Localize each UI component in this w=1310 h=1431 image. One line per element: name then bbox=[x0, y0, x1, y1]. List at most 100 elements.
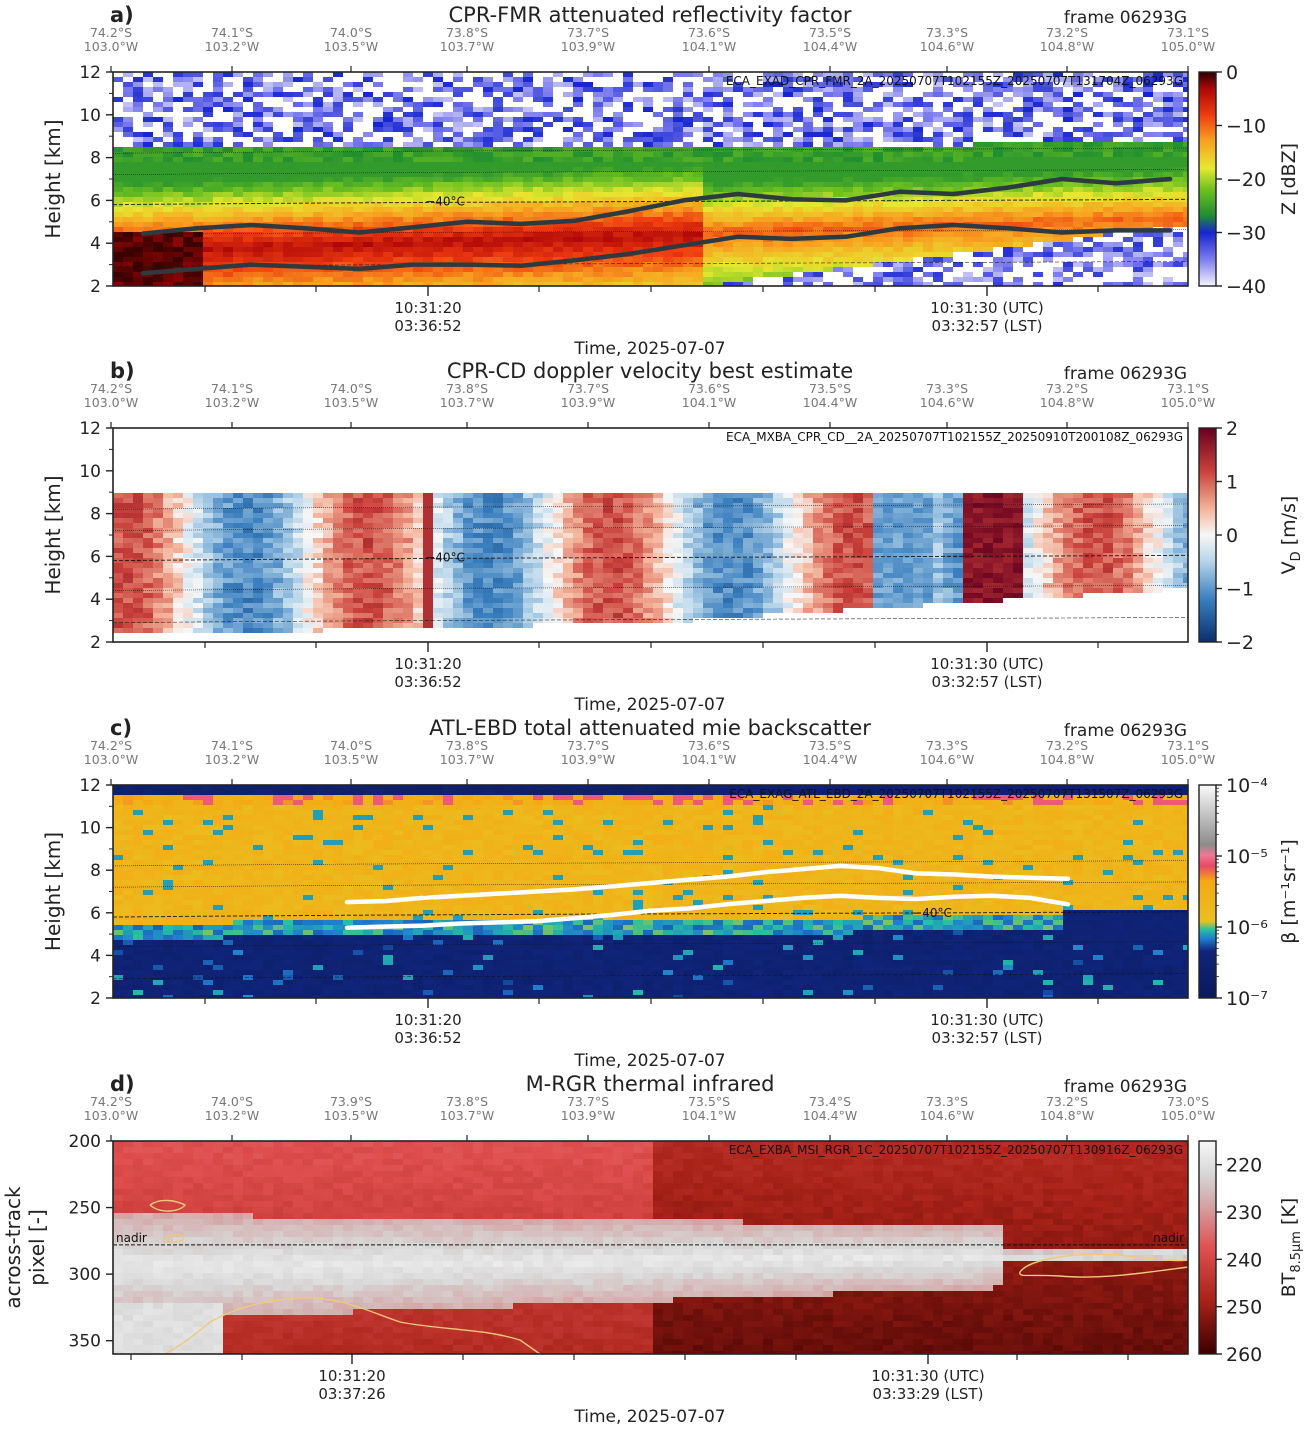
colorbar-tick-label: −1 bbox=[1226, 579, 1254, 601]
geo-tick-lon: 103.2°W bbox=[205, 1108, 259, 1123]
geo-tick-lat: 74.2°S bbox=[90, 25, 132, 40]
panel-title: CPR-CD doppler velocity best estimate bbox=[447, 359, 853, 383]
geo-tick-lat: 73.7°S bbox=[567, 1094, 609, 1109]
colorbar-tick-label: −20 bbox=[1226, 169, 1266, 191]
frame-label: frame 06293G bbox=[1064, 364, 1187, 384]
isotherm-label: −40°C bbox=[912, 906, 952, 920]
time-tick-lst: 03:36:52 bbox=[394, 317, 461, 335]
frame-label: frame 06293G bbox=[1064, 8, 1187, 28]
panel-letter: d) bbox=[110, 1072, 135, 1096]
panel-c: −40°C ECA_EXAG_ATL_EBD_2A_20250707T102155… bbox=[41, 716, 1300, 1071]
geo-tick-lon: 104.1°W bbox=[682, 39, 736, 54]
heatmap-field bbox=[113, 785, 1188, 998]
isotherm-label: −40°C bbox=[425, 194, 465, 208]
colorbar-label: Z [dBZ] bbox=[1278, 143, 1300, 215]
geo-tick-lat: 73.5°S bbox=[688, 1094, 730, 1109]
colorbar-tick-label: 10⁻⁶ bbox=[1226, 917, 1268, 939]
y-tick-label: 10 bbox=[79, 106, 101, 126]
geo-tick-lat: 74.0°S bbox=[211, 1094, 253, 1109]
geo-tick-lat: 73.7°S bbox=[567, 738, 609, 753]
y-axis-label: Height [km] bbox=[41, 832, 65, 951]
geo-tick-lon: 103.0°W bbox=[84, 752, 138, 767]
cloud-contour-lower bbox=[344, 893, 1071, 930]
x-axis-label: Time, 2025-07-07 bbox=[573, 1051, 725, 1071]
y-axis-label: Height [km] bbox=[41, 119, 65, 238]
time-tick-lst: 03:32:57 (LST) bbox=[932, 673, 1043, 691]
y-tick-label: 200 bbox=[69, 1132, 101, 1152]
geo-tick-lat: 73.5°S bbox=[809, 25, 851, 40]
geo-tick-lon: 104.4°W bbox=[803, 39, 857, 54]
y-tick-label: 250 bbox=[69, 1199, 101, 1219]
geo-tick-lat: 74.2°S bbox=[90, 381, 132, 396]
time-tick-lst: 03:32:57 (LST) bbox=[932, 317, 1043, 335]
colorbar-tick-label: 260 bbox=[1226, 1344, 1262, 1366]
geo-tick-lon: 103.9°W bbox=[561, 395, 615, 410]
geo-tick-lon: 103.0°W bbox=[84, 1108, 138, 1123]
time-tick-utc: 10:31:20 bbox=[394, 655, 461, 673]
colorbar-tick-label: −2 bbox=[1226, 632, 1254, 654]
y-tick-label: 350 bbox=[69, 1332, 101, 1352]
geo-tick-lon: 104.6°W bbox=[920, 39, 974, 54]
isotherm-label: −40°C bbox=[425, 550, 465, 564]
geo-tick-lon: 104.1°W bbox=[682, 752, 736, 767]
y-tick-label: 6 bbox=[90, 904, 101, 924]
y-tick-label: 12 bbox=[79, 776, 101, 796]
panel-title: CPR-FMR attenuated reflectivity factor bbox=[449, 3, 852, 27]
geo-tick-lat: 73.2°S bbox=[1046, 25, 1088, 40]
geo-tick-lat: 73.7°S bbox=[567, 381, 609, 396]
geo-tick-lon: 104.8°W bbox=[1040, 1108, 1094, 1123]
panel-d: nadir nadir ECA_EXBA_MSI_RGR_1C_20250707T1… bbox=[1, 1072, 1304, 1427]
colorbar-gradient bbox=[1198, 784, 1217, 999]
geo-tick-lat: 73.7°S bbox=[567, 25, 609, 40]
geo-tick-lat: 73.3°S bbox=[926, 25, 968, 40]
heatmap-field bbox=[113, 1141, 1188, 1354]
y-axis-label: Height [km] bbox=[41, 475, 65, 594]
x-axis-label: Time, 2025-07-07 bbox=[573, 695, 725, 715]
geo-tick-lon: 103.5°W bbox=[324, 395, 378, 410]
time-tick-lst: 03:36:52 bbox=[394, 1029, 461, 1047]
colorbar-tick-label: 0 bbox=[1226, 525, 1238, 547]
geo-tick-lon: 104.4°W bbox=[803, 752, 857, 767]
geo-tick-lon: 104.6°W bbox=[920, 1108, 974, 1123]
nadir-label-right: nadir bbox=[1153, 1231, 1184, 1245]
product-id-label: ECA_EXBA_MSI_RGR_1C_20250707T102155Z_202… bbox=[729, 1143, 1183, 1157]
geo-tick-lat: 73.0°S bbox=[1167, 1094, 1209, 1109]
y-tick-label: 8 bbox=[90, 861, 101, 881]
frame-label: frame 06293G bbox=[1064, 1077, 1187, 1097]
cloud-contour-lower bbox=[140, 222, 1173, 276]
time-tick-utc: 10:31:20 bbox=[318, 1367, 385, 1385]
colorbar-gradient bbox=[1198, 71, 1217, 287]
colorbar-tick-label: 1 bbox=[1226, 472, 1238, 494]
geo-tick-lat: 73.6°S bbox=[688, 25, 730, 40]
product-id-label: ECA_MXBA_CPR_CD__2A_20250707T102155Z_202… bbox=[726, 430, 1183, 444]
geo-tick-lat: 73.4°S bbox=[809, 1094, 851, 1109]
geo-tick-lat: 73.2°S bbox=[1046, 381, 1088, 396]
time-tick-utc: 10:31:30 (UTC) bbox=[930, 655, 1044, 673]
y-tick-label: 2 bbox=[90, 989, 101, 1009]
geo-tick-lon: 104.6°W bbox=[920, 752, 974, 767]
colorbar-tick-label: 240 bbox=[1226, 1249, 1262, 1271]
geo-tick-lat: 73.8°S bbox=[446, 738, 488, 753]
colorbar-tick-label: 2 bbox=[1226, 418, 1238, 440]
y-tick-label: 6 bbox=[90, 547, 101, 567]
geo-tick-lat: 73.9°S bbox=[330, 1094, 372, 1109]
y-tick-label: 8 bbox=[90, 505, 101, 525]
geo-tick-lat: 73.5°S bbox=[809, 738, 851, 753]
geo-tick-lon: 104.8°W bbox=[1040, 39, 1094, 54]
colorbar-tick-label: 0 bbox=[1226, 62, 1238, 84]
colorbar-gradient bbox=[1198, 1140, 1217, 1355]
geo-tick-lat: 73.8°S bbox=[446, 1094, 488, 1109]
colorbar-tick-label: −40 bbox=[1226, 276, 1266, 298]
cloud-contour-upper bbox=[344, 863, 1071, 905]
geo-tick-lat: 73.1°S bbox=[1167, 25, 1209, 40]
temperature-contours bbox=[112, 860, 1189, 980]
panel-a: −40°C ECA_EXAD_CPR_FMR_2A_20250707T102155… bbox=[41, 3, 1300, 359]
colorbar: 220 230 240 250 260 BT8.5μm [K] bbox=[1198, 1140, 1304, 1366]
geo-tick-lon: 103.7°W bbox=[440, 39, 494, 54]
y-tick-label: 300 bbox=[69, 1265, 101, 1285]
geo-tick-lat: 73.8°S bbox=[446, 25, 488, 40]
time-tick-utc: 10:31:20 bbox=[394, 299, 461, 317]
colorbar: 2 1 0 −1 −2 VD [m/s] bbox=[1198, 418, 1304, 654]
time-tick-utc: 10:31:20 bbox=[394, 1011, 461, 1029]
colorbar-tick-label: 10⁻⁴ bbox=[1226, 775, 1268, 797]
